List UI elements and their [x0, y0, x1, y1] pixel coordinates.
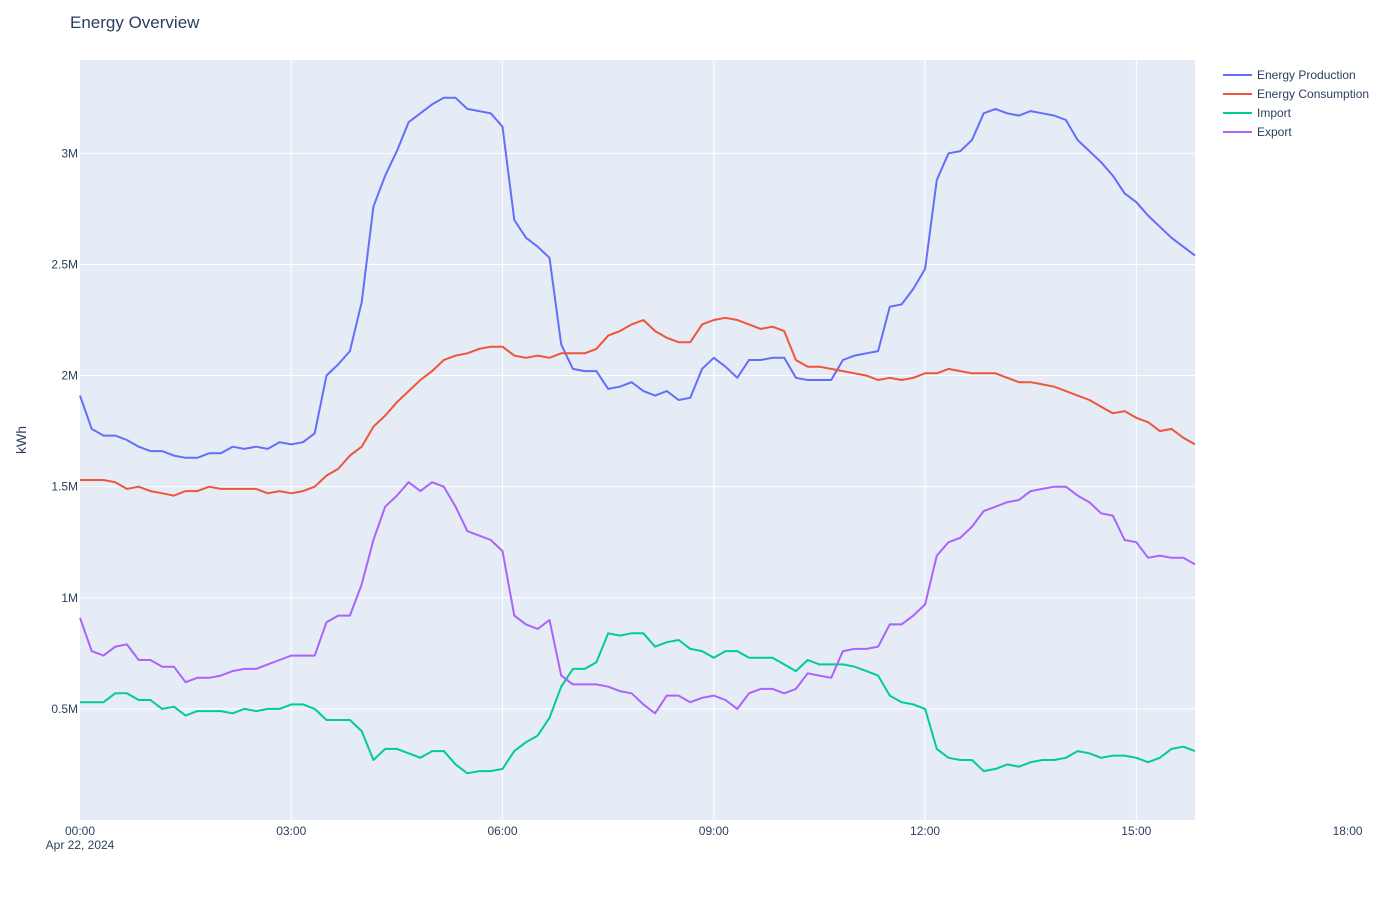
x-tick-label: 06:00: [488, 824, 518, 838]
legend-label: Import: [1257, 106, 1292, 120]
x-tick-label: 15:00: [1121, 824, 1151, 838]
series-line-energy-consumption: [80, 316, 1196, 497]
series-line-energy-production: [79, 96, 1196, 459]
legend-item-export[interactable]: Export: [1223, 125, 1292, 139]
y-axis-label: kWh: [13, 426, 29, 454]
legend-item-import[interactable]: Import: [1223, 106, 1292, 120]
x-tick-label: 18:00: [1333, 824, 1363, 838]
gridlines: [80, 60, 1349, 820]
legend-label: Energy Production: [1257, 68, 1356, 82]
legend-item-energy-production[interactable]: Energy Production: [1223, 68, 1356, 82]
x-tick-label: 03:00: [276, 824, 306, 838]
series-line-import: [80, 632, 1196, 775]
legend-label: Energy Consumption: [1257, 87, 1369, 101]
series-line-export: [79, 481, 1196, 715]
legend-label: Export: [1257, 125, 1292, 139]
y-tick-label: 3M: [61, 146, 78, 160]
chart-title: Energy Overview: [70, 13, 200, 32]
x-tick-label: 00:00: [65, 824, 95, 838]
legend[interactable]: Energy Production Energy Consumption Impor…: [1223, 68, 1369, 139]
y-tick-label: 1.5M: [51, 480, 78, 494]
x-tick-label: 12:00: [910, 824, 940, 838]
x-axis-date-label: Apr 22, 2024: [46, 838, 115, 852]
plot-area: [80, 60, 1195, 820]
y-tick-label: 1M: [61, 591, 78, 605]
y-tick-label: 2.5M: [51, 257, 78, 271]
y-tick-label: 0.5M: [51, 702, 78, 716]
legend-item-energy-consumption[interactable]: Energy Consumption: [1223, 87, 1369, 101]
series-layer: [79, 96, 1196, 775]
y-tick-label: 2M: [61, 369, 78, 383]
y-axis: 0.5M 1M 1.5M 2M 2.5M 3M: [51, 146, 78, 716]
x-tick-label: 09:00: [699, 824, 729, 838]
